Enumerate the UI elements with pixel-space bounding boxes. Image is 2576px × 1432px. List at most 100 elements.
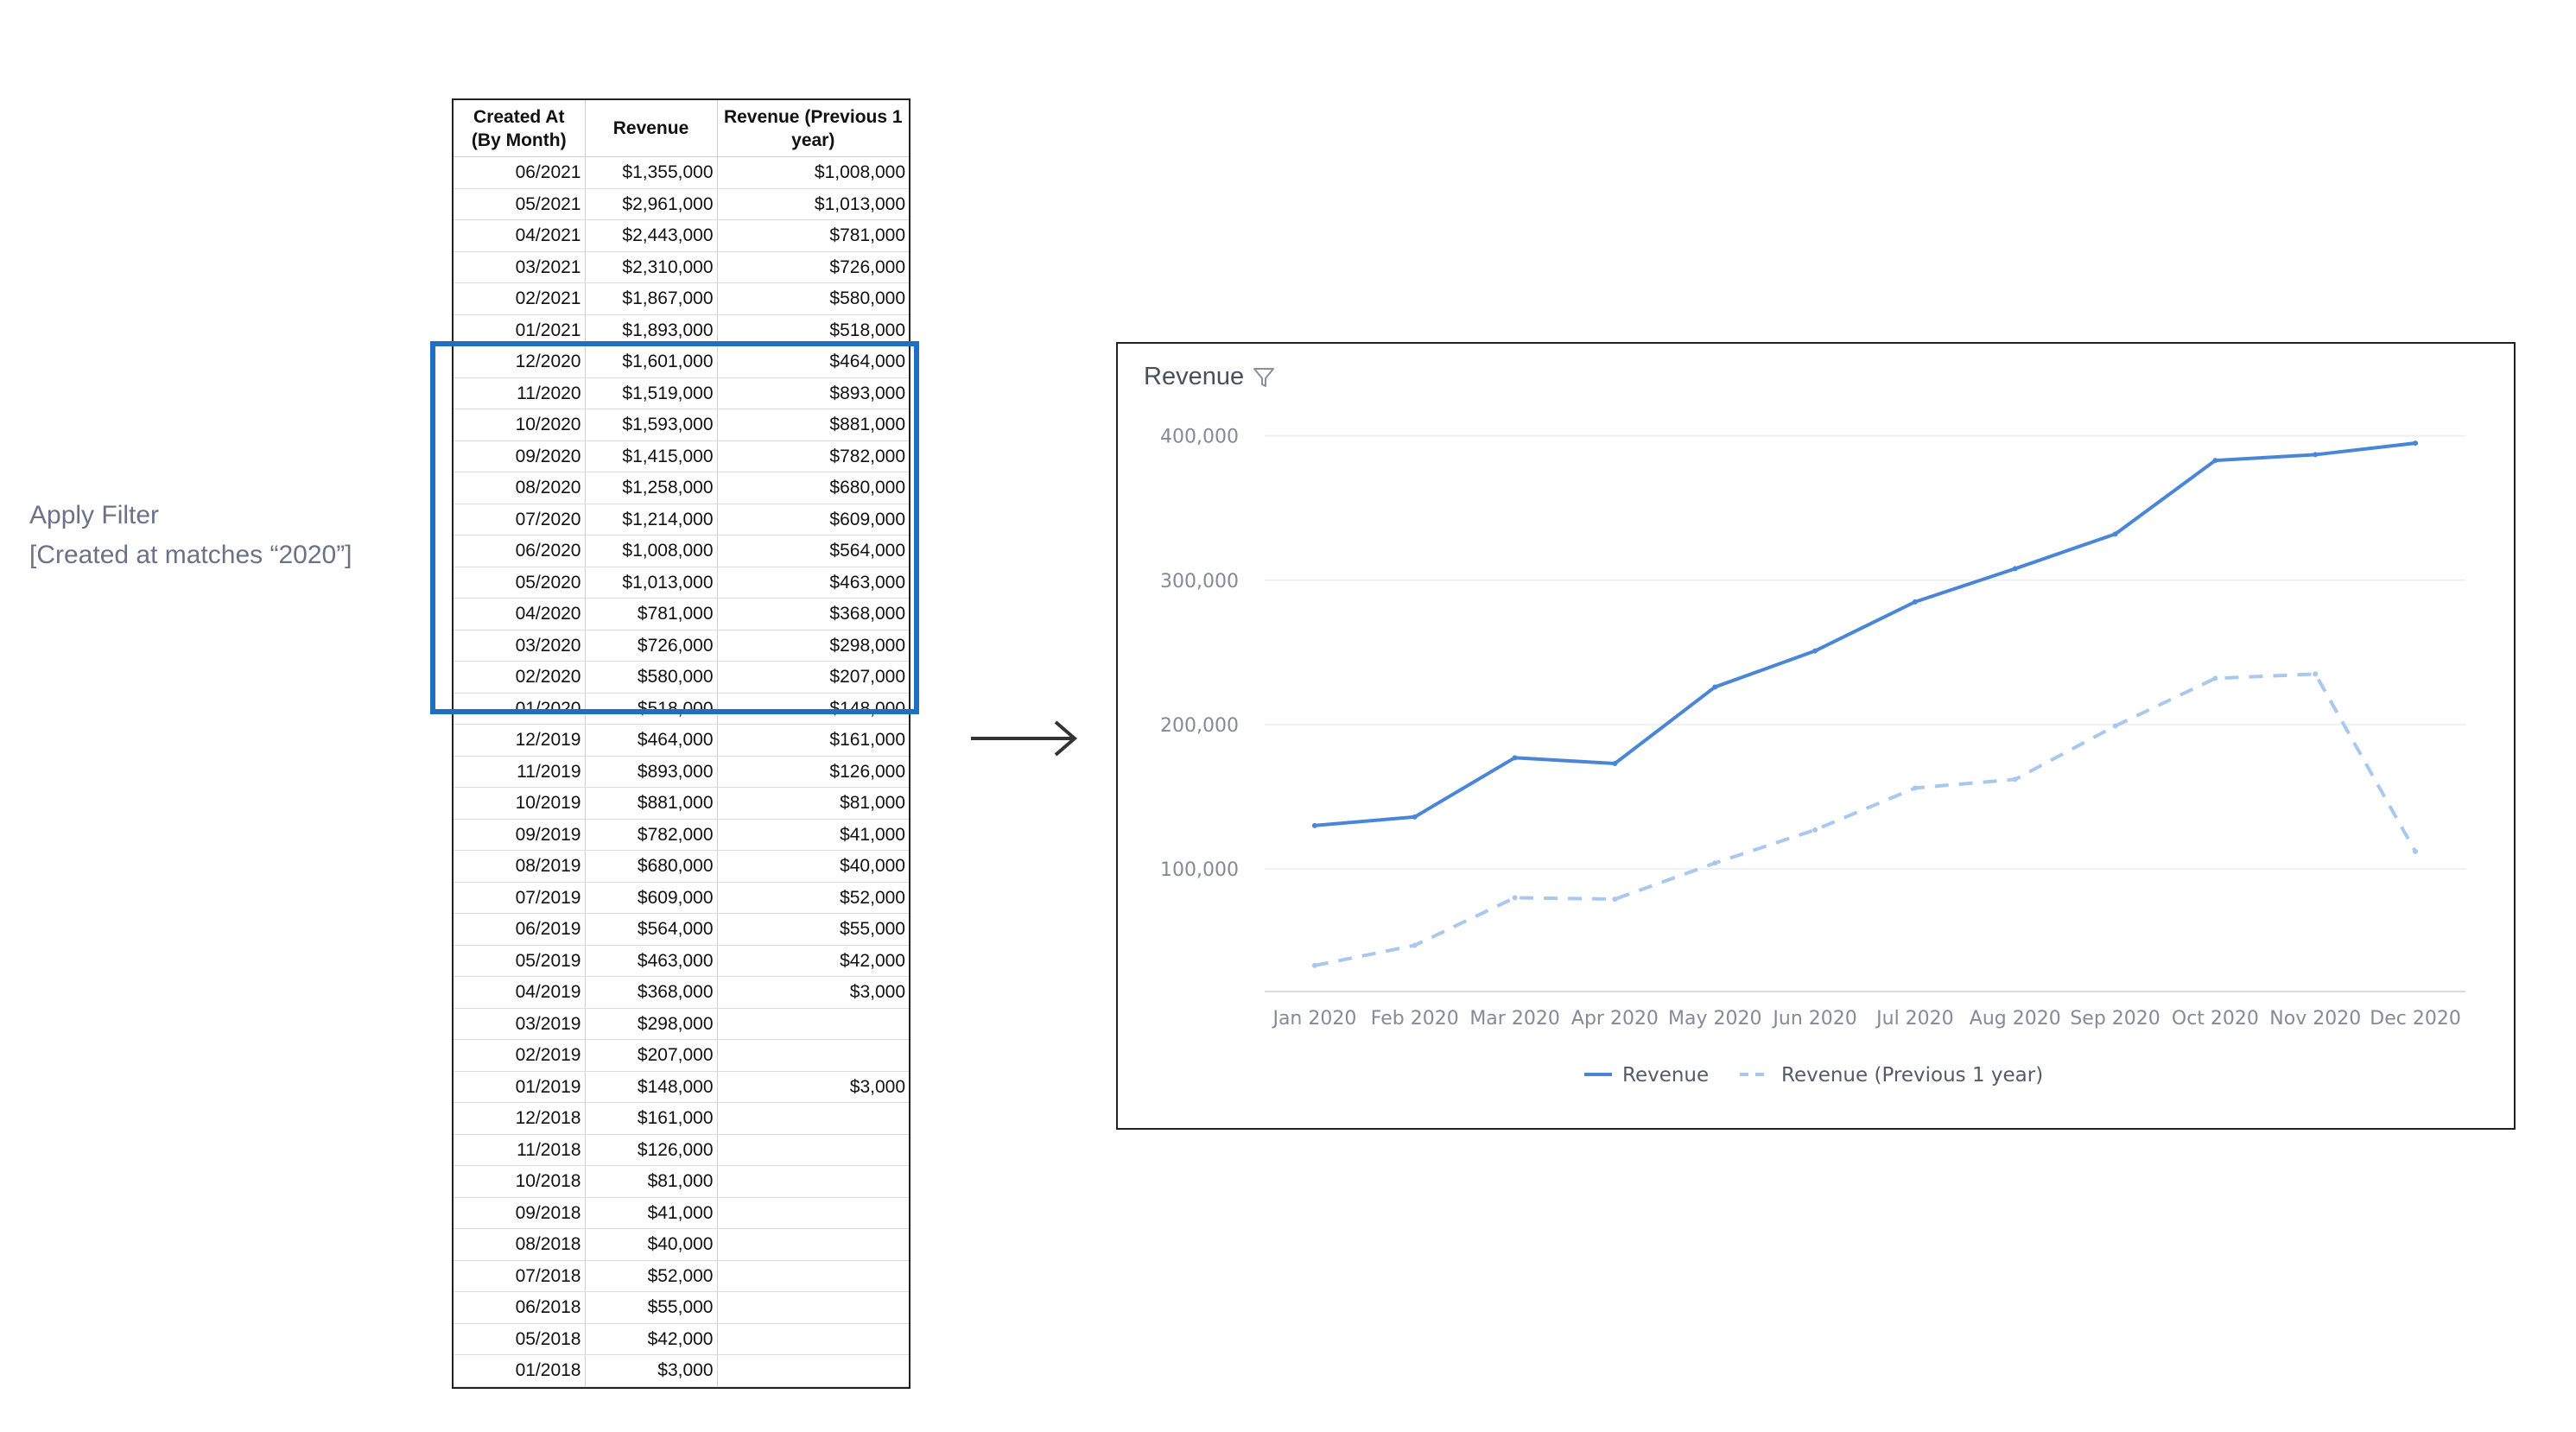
table-row[interactable]: 05/2018 $42,000 — [454, 1323, 909, 1355]
data-point[interactable] — [1311, 822, 1317, 828]
data-point[interactable] — [1412, 942, 1418, 948]
table-row[interactable]: 11/2020 $1,519,000 $893,000 — [454, 377, 909, 409]
cell-revenue-previous: $580,000 — [716, 282, 909, 315]
table-row[interactable]: 03/2020 $726,000 $298,000 — [454, 630, 909, 662]
table-row[interactable]: 03/2021 $2,310,000 $726,000 — [454, 251, 909, 283]
header-revenue[interactable]: Revenue — [584, 100, 717, 157]
data-point[interactable] — [2012, 566, 2018, 572]
table-row[interactable]: 10/2019 $881,000 $81,000 — [454, 787, 909, 820]
table-row[interactable]: 11/2019 $893,000 $126,000 — [454, 756, 909, 788]
table-row[interactable]: 12/2018 $161,000 — [454, 1102, 909, 1135]
table-row[interactable]: 01/2020 $518,000 $148,000 — [454, 693, 909, 725]
header-created-at[interactable]: Created At (By Month) — [454, 100, 585, 157]
table-row[interactable]: 02/2019 $207,000 — [454, 1039, 909, 1072]
cell-created-at: 04/2021 — [454, 219, 585, 252]
table-row[interactable]: 11/2018 $126,000 — [454, 1134, 909, 1166]
data-point[interactable] — [1612, 897, 1618, 903]
table-row[interactable]: 02/2020 $580,000 $207,000 — [454, 661, 909, 694]
cell-created-at: 05/2019 — [454, 945, 585, 977]
table-row[interactable]: 12/2020 $1,601,000 $464,000 — [454, 345, 909, 378]
cell-revenue: $1,258,000 — [584, 472, 717, 504]
data-point[interactable] — [1712, 684, 1718, 690]
data-point[interactable] — [1812, 648, 1818, 654]
table-row[interactable]: 05/2020 $1,013,000 $463,000 — [454, 567, 909, 599]
cell-created-at: 02/2019 — [454, 1039, 585, 1072]
header-revenue-previous[interactable]: Revenue (Previous 1 year) — [716, 100, 909, 157]
legend-label-previous-year[interactable]: Revenue (Previous 1 year) — [1781, 1064, 2043, 1087]
cell-revenue-previous: $726,000 — [716, 251, 909, 283]
cell-revenue: $1,355,000 — [584, 156, 717, 189]
table-row[interactable]: 09/2019 $782,000 $41,000 — [454, 819, 909, 851]
data-point[interactable] — [1512, 755, 1518, 761]
data-point[interactable] — [1712, 860, 1718, 866]
table-row[interactable]: 06/2019 $564,000 $55,000 — [454, 913, 909, 946]
table-row[interactable]: 09/2018 $41,000 — [454, 1197, 909, 1229]
cell-revenue: $368,000 — [584, 976, 717, 1009]
data-point[interactable] — [1912, 599, 1918, 605]
filter-annotation: Apply Filter [Created at matches “2020”] — [29, 496, 352, 575]
cell-created-at: 07/2018 — [454, 1260, 585, 1292]
table-row[interactable]: 07/2018 $52,000 — [454, 1260, 909, 1292]
data-point[interactable] — [2112, 531, 2118, 537]
data-point[interactable] — [1412, 814, 1418, 820]
table-row[interactable]: 04/2019 $368,000 $3,000 — [454, 976, 909, 1009]
data-point[interactable] — [2112, 723, 2118, 729]
table-row[interactable]: 06/2018 $55,000 — [454, 1291, 909, 1324]
table-row[interactable]: 01/2018 $3,000 — [454, 1354, 909, 1387]
table-row[interactable]: 07/2020 $1,214,000 $609,000 — [454, 504, 909, 535]
filter-icon[interactable] — [1253, 366, 1275, 389]
series-line-revenue[interactable] — [1314, 441, 2416, 827]
data-point[interactable] — [2313, 452, 2319, 458]
table-row[interactable]: 08/2018 $40,000 — [454, 1228, 909, 1261]
data-point[interactable] — [1912, 785, 1918, 791]
table-row[interactable]: 09/2020 $1,415,000 $782,000 — [454, 440, 909, 472]
table-row[interactable]: 08/2019 $680,000 $40,000 — [454, 850, 909, 883]
cell-created-at: 09/2018 — [454, 1197, 585, 1229]
table-row[interactable]: 04/2021 $2,443,000 $781,000 — [454, 219, 909, 252]
table-row[interactable]: 10/2018 $81,000 — [454, 1165, 909, 1198]
table-row[interactable]: 05/2019 $463,000 $42,000 — [454, 945, 909, 977]
cell-revenue-previous: $893,000 — [716, 377, 909, 409]
cell-revenue-previous: $680,000 — [716, 472, 909, 504]
cell-revenue: $518,000 — [584, 693, 717, 725]
cell-revenue: $881,000 — [584, 787, 717, 820]
table-row[interactable]: 06/2020 $1,008,000 $564,000 — [454, 535, 909, 567]
data-point[interactable] — [2212, 675, 2218, 681]
data-point[interactable] — [1512, 895, 1518, 901]
table-row[interactable]: 02/2021 $1,867,000 $580,000 — [454, 282, 909, 315]
x-tick-label: Mar 2020 — [1469, 1008, 1560, 1030]
table-row[interactable]: 01/2019 $148,000 $3,000 — [454, 1071, 909, 1103]
cell-created-at: 03/2021 — [454, 251, 585, 283]
revenue-table: Created At (By Month) Revenue Revenue (P… — [452, 98, 910, 1389]
data-point[interactable] — [1311, 962, 1317, 968]
data-point[interactable] — [1812, 827, 1818, 833]
table-row[interactable]: 06/2021 $1,355,000 $1,008,000 — [454, 156, 909, 189]
table-row[interactable]: 05/2021 $2,961,000 $1,013,000 — [454, 188, 909, 220]
legend-label-revenue[interactable]: Revenue — [1622, 1064, 1709, 1087]
cell-revenue: $893,000 — [584, 756, 717, 788]
data-point[interactable] — [2313, 671, 2319, 677]
cell-revenue-previous: $148,000 — [716, 693, 909, 725]
revenue-chart-panel: 100,000 200,000 300,000 400,000 Jan 2020 Feb … — [1116, 342, 2516, 1130]
data-point[interactable] — [1612, 761, 1618, 766]
cell-revenue-previous: $463,000 — [716, 567, 909, 599]
cell-revenue: $609,000 — [584, 882, 717, 914]
table-row[interactable]: 12/2019 $464,000 $161,000 — [454, 724, 909, 757]
table-row[interactable]: 04/2020 $781,000 $368,000 — [454, 598, 909, 630]
x-tick-label: Dec 2020 — [2370, 1008, 2461, 1030]
table-row[interactable]: 07/2019 $609,000 $52,000 — [454, 882, 909, 914]
data-point[interactable] — [2012, 776, 2018, 783]
chart-header: Revenue — [1144, 363, 1275, 391]
table-row[interactable]: 01/2021 $1,893,000 $518,000 — [454, 314, 909, 346]
data-point[interactable] — [2212, 458, 2218, 464]
series-line-previous-year[interactable] — [1314, 672, 2417, 967]
table-row[interactable]: 08/2020 $1,258,000 $680,000 — [454, 472, 909, 504]
table-row[interactable]: 03/2019 $298,000 — [454, 1008, 909, 1040]
cell-revenue-previous: $52,000 — [716, 882, 909, 914]
cell-revenue-previous — [716, 1008, 909, 1040]
cell-created-at: 05/2021 — [454, 188, 585, 220]
table-row[interactable]: 10/2020 $1,593,000 $881,000 — [454, 409, 909, 441]
data-point[interactable] — [2413, 440, 2419, 447]
data-point[interactable] — [2413, 848, 2419, 854]
cell-revenue: $1,214,000 — [584, 504, 717, 535]
